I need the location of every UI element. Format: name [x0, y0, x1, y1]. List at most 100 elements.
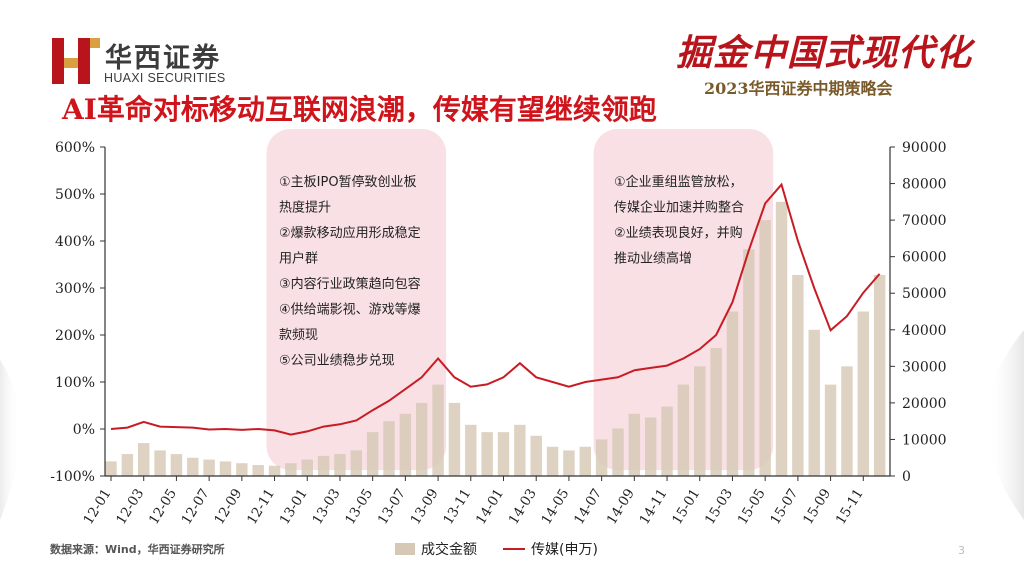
- turnover-bar: [301, 459, 313, 476]
- logo-text-cn: 华西证券: [105, 43, 221, 74]
- annotation-right-line: 推动业绩高增: [614, 251, 692, 267]
- brand-slogan: 掘金中国式现代化: [676, 32, 973, 74]
- x-tick-label: 12-03: [113, 486, 147, 527]
- x-tick-label: 15-11: [833, 486, 867, 527]
- right-tick-label: 60000: [902, 250, 947, 266]
- left-tick-label: 500%: [55, 187, 95, 203]
- x-tick-label: 14-09: [604, 486, 638, 527]
- logo-text-en: HUAXI SECURITIES: [104, 71, 226, 85]
- x-tick-label: 15-01: [669, 486, 703, 527]
- turnover-bar: [465, 424, 477, 476]
- x-tick-label: 14-03: [506, 486, 540, 527]
- turnover-bar: [334, 454, 346, 476]
- turnover-bar: [399, 413, 412, 476]
- left-tick-label: -100%: [50, 469, 95, 485]
- legend-bar-swatch: [395, 543, 415, 555]
- annotation-left-line: 款频现: [279, 328, 318, 343]
- turnover-bar: [677, 384, 690, 476]
- right-tick-label: 20000: [902, 396, 947, 412]
- right-tick-label: 50000: [902, 286, 947, 302]
- left-tick-label: 0%: [73, 422, 95, 438]
- page-number: 3: [958, 544, 965, 557]
- turnover-bar: [383, 421, 395, 476]
- page-title: AI革命对标移动互联网浪潮，传媒有望继续领跑: [62, 93, 657, 126]
- turnover-bar: [563, 450, 575, 476]
- turnover-bar: [137, 443, 150, 476]
- turnover-bar: [824, 384, 837, 476]
- turnover-bar: [579, 446, 591, 476]
- x-tick-label: 12-05: [146, 486, 180, 527]
- x-tick-label: 13-05: [342, 486, 376, 527]
- turnover-bar: [726, 311, 739, 476]
- turnover-bar: [644, 417, 657, 476]
- left-tick-label: 100%: [55, 375, 95, 391]
- x-tick-label: 13-11: [440, 486, 474, 527]
- turnover-bar: [105, 461, 117, 476]
- turnover-bar: [661, 406, 673, 476]
- left-tick-label: 400%: [55, 234, 95, 250]
- turnover-bar: [219, 461, 232, 476]
- annotation-left-line: ③内容行业政策趋向包容: [279, 276, 421, 292]
- legend-line-label: 传媒(申万): [531, 542, 598, 558]
- right-tick-label: 10000: [902, 432, 947, 448]
- turnover-bar: [873, 274, 886, 476]
- media-index-path: [110, 182, 881, 436]
- chart-legend: 成交金额 传媒(申万): [395, 539, 598, 559]
- annotation-right-line: ①企业重组监管放松，: [614, 174, 743, 190]
- huaxi-logo-icon: [52, 38, 100, 84]
- turnover-bar: [530, 435, 542, 476]
- right-tick-label: 90000: [902, 140, 947, 156]
- turnover-bar: [612, 428, 624, 476]
- turnover-bar: [857, 311, 870, 476]
- legend-line-swatch: [503, 548, 525, 550]
- turnover-bar: [792, 274, 804, 476]
- turnover-bar: [628, 413, 641, 476]
- x-tick-label: 14-05: [538, 486, 572, 527]
- turnover-bar: [841, 366, 853, 476]
- annotation-left-line: ④供给端影视、游戏等爆: [279, 302, 421, 318]
- turnover-bar: [187, 457, 199, 476]
- turnover-bar: [416, 402, 428, 476]
- annotation-left-line: ①主板IPO暂停致创业板: [279, 174, 417, 190]
- annotation-left-line: 用户群: [279, 251, 318, 267]
- legend-bar-label: 成交金额: [421, 542, 477, 558]
- turnover-bar: [775, 201, 788, 477]
- turnover-bar: [595, 439, 608, 476]
- turnover-bar: [481, 432, 493, 476]
- right-tick-label: 0: [902, 469, 911, 485]
- x-tick-label: 14-01: [473, 486, 507, 527]
- left-tick-label: 200%: [55, 328, 95, 344]
- right-tick-label: 80000: [902, 177, 947, 193]
- turnover-bar: [170, 454, 183, 476]
- turnover-bar: [285, 463, 297, 476]
- turnover-bar: [236, 463, 248, 476]
- x-tick-label: 15-03: [702, 486, 736, 527]
- turnover-bar: [317, 455, 330, 476]
- left-tick-label: 300%: [55, 281, 95, 297]
- left-tick-label: 600%: [55, 140, 95, 156]
- x-tick-label: 12-11: [244, 486, 278, 527]
- right-tick-label: 30000: [902, 359, 947, 375]
- x-tick-label: 12-07: [179, 486, 213, 527]
- right-tick-label: 40000: [902, 323, 947, 339]
- turnover-bar: [694, 366, 706, 476]
- turnover-bars: [105, 201, 886, 477]
- turnover-bar: [350, 450, 363, 476]
- turnover-bar: [808, 329, 820, 476]
- turnover-bar: [268, 465, 281, 476]
- turnover-bar: [759, 220, 771, 476]
- turnover-bar: [252, 465, 264, 476]
- turnover-bar: [743, 249, 755, 476]
- annotation-left-line: ②爆款移动应用形成稳定: [279, 225, 421, 241]
- x-tick-label: 12-09: [211, 486, 245, 527]
- turnover-bar: [514, 424, 526, 476]
- x-tick-label: 13-09: [407, 486, 441, 527]
- turnover-bar: [710, 348, 722, 476]
- x-tick-label: 15-05: [735, 486, 769, 527]
- turnover-bar: [432, 384, 444, 476]
- x-tick-label: 15-07: [767, 486, 801, 527]
- x-tick-label: 13-01: [277, 486, 311, 527]
